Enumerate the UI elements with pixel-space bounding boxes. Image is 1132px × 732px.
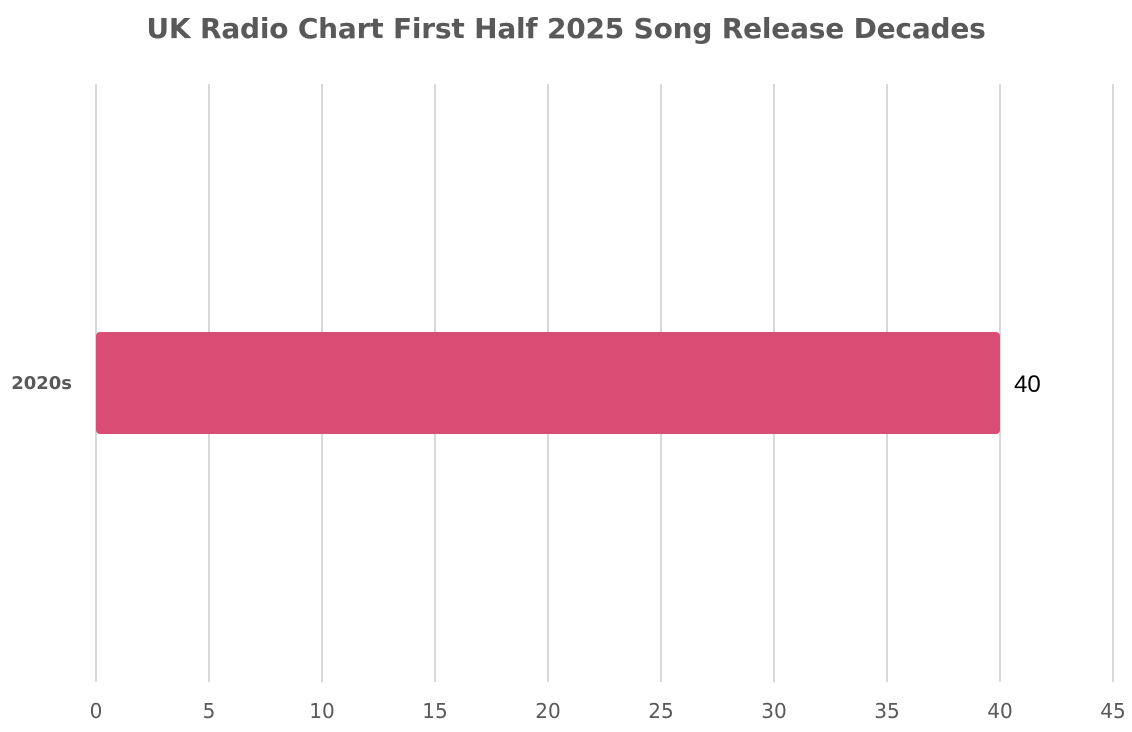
x-tick-label-0: 0 bbox=[90, 699, 103, 723]
x-tick-label-30: 30 bbox=[761, 699, 786, 723]
x-tick-label-35: 35 bbox=[874, 699, 899, 723]
x-tick-label-25: 25 bbox=[648, 699, 673, 723]
x-tick-label-20: 20 bbox=[535, 699, 560, 723]
x-tick-label-15: 15 bbox=[422, 699, 447, 723]
x-tick-label-45: 45 bbox=[1100, 699, 1125, 723]
data-label-2020s: 40 bbox=[1014, 371, 1041, 398]
x-tick-label-40: 40 bbox=[987, 699, 1012, 723]
chart-title: UK Radio Chart First Half 2025 Song Rele… bbox=[146, 12, 986, 45]
y-category-label-2020s: 2020s bbox=[11, 373, 72, 394]
x-tick-label-5: 5 bbox=[203, 699, 216, 723]
x-tick-label-10: 10 bbox=[309, 699, 334, 723]
bar-2020s bbox=[96, 332, 1000, 434]
